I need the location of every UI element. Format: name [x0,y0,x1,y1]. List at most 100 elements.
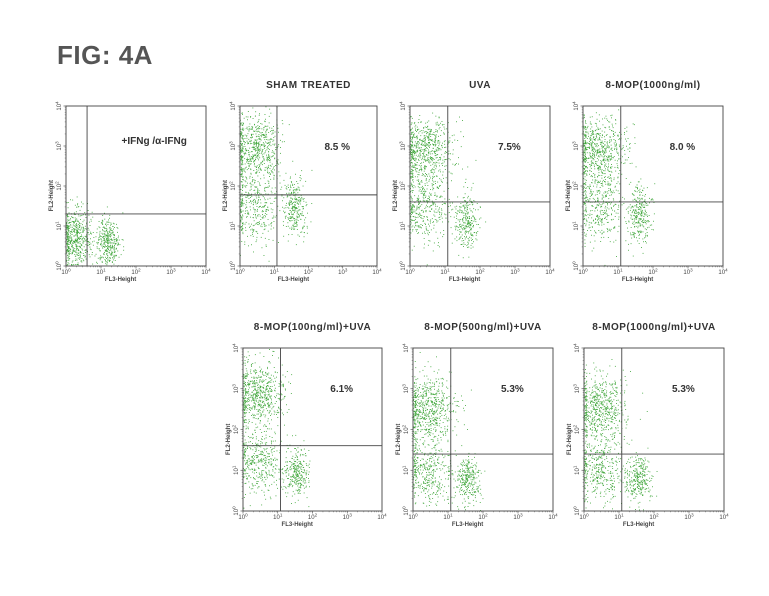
scatter-point [428,138,430,140]
scatter-point [591,182,593,183]
scatter-point [439,185,440,187]
scatter-point [632,221,634,223]
scatter-point [257,135,259,137]
scatter-point [245,150,247,152]
scatter-point [112,222,114,224]
scatter-point [602,203,603,205]
scatter-point [458,238,460,240]
scatter-point [67,256,69,258]
scatter-point [67,235,68,237]
scatter-point [251,151,253,153]
scatter-point [244,154,245,156]
scatter-point [258,195,260,197]
scatter-point [274,131,276,133]
scatter-point [250,200,251,202]
scatter-point [290,216,292,218]
scatter-point [84,240,86,242]
scatter-point [424,143,426,145]
scatter-point [100,236,102,237]
scatter-point [79,225,80,227]
scatter-point [640,206,642,208]
scatter-point [438,211,440,213]
x-tick-label: 102 [304,268,314,277]
scatter-point [435,183,436,184]
scatter-point [83,255,84,256]
scatter-point [451,209,453,211]
scatter-point [73,231,75,233]
scatter-point [609,184,611,186]
scatter-point [109,241,111,243]
scatter-point [255,195,257,197]
scatter-point [262,210,263,212]
scatter-point [603,158,605,160]
scatter-point [639,206,640,207]
scatter-point [272,132,274,134]
scatter-point [427,200,429,202]
scatter-point [445,217,447,219]
scatter-point [76,233,78,235]
scatter-point [426,166,427,168]
scatter-point [292,216,294,218]
scatter-point [597,190,599,191]
scatter-point [417,129,418,130]
scatter-point [589,188,590,190]
scatter-point [610,158,612,160]
scatter-point [643,218,645,220]
scatter-point [585,166,587,168]
scatter-point [479,227,481,229]
scatter-point [611,171,613,173]
scatter-point [426,147,428,148]
scatter-point [598,133,600,135]
scatter-point [265,106,267,108]
scatter-point [82,240,84,242]
scatter-point [415,147,417,149]
scatter-point [422,141,424,142]
scatter-point [71,244,73,246]
scatter-point [256,153,258,155]
scatter-point [644,213,646,214]
scatter-point [118,235,119,237]
scatter-point [81,215,83,216]
scatter-point [253,199,255,201]
scatter-point [604,136,605,138]
x-tick-label: 100 [235,268,245,277]
scatter-point [458,163,459,165]
scatter-point [412,190,414,191]
scatter-point [246,169,248,171]
scatter-point [432,112,434,114]
scatter-point [634,198,636,200]
scatter-point [107,235,108,236]
scatter-point [110,229,112,231]
scatter-point [470,233,472,235]
scatter-point [646,187,648,189]
scatter-point [305,217,307,219]
scatter-point [462,220,464,222]
scatter-point [294,202,296,203]
scatter-point [597,224,599,225]
scatter-point [84,235,86,237]
scatter-point [591,147,593,149]
scatter-point [474,232,475,233]
scatter-point [595,129,596,131]
scatter-point [464,206,466,208]
scatter-point [412,146,414,148]
scatter-point [597,133,599,134]
scatter-point [435,164,437,166]
scatter-point [247,195,249,197]
scatter-point [462,243,464,245]
condition-label: +IFNg /α-IFNg [122,136,187,147]
scatter-point [626,126,628,128]
scatter-point [594,143,595,145]
scatter-point [261,149,263,151]
scatter-point [246,216,247,218]
scatter-point [255,203,257,205]
scatter-point [584,179,586,181]
scatter-point [443,141,445,143]
scatter-point [587,127,588,129]
scatter-point [68,230,70,232]
scatter-point [609,142,610,144]
scatter-point [275,147,277,148]
scatter-point [420,167,422,169]
scatter-point [588,142,589,144]
scatter-point [609,139,610,141]
